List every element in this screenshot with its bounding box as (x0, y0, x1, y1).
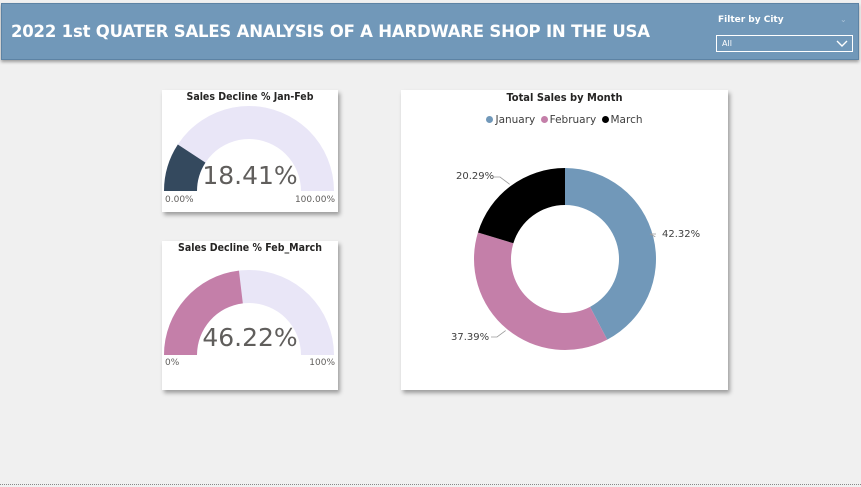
gauge-value-jan-feb: 18.41% (202, 161, 298, 190)
gauge-track (164, 106, 334, 191)
data-label-february: 37.39% (451, 332, 490, 343)
chart-legend: January February March (401, 114, 728, 126)
gauge-card-feb-mar[interactable]: Sales Decline % Feb_March 46.22% 0% 100% (162, 241, 338, 390)
gauge-title-feb-mar: Sales Decline % Feb_March (178, 242, 322, 254)
page-bottom-border (0, 484, 861, 485)
donut-slice-february[interactable] (474, 232, 608, 351)
data-label-march: 20.29% (456, 171, 495, 182)
donut-chart-card[interactable]: Total Sales by Month January February Ma… (401, 90, 728, 390)
leader-line-january (649, 233, 656, 238)
legend-item-february[interactable]: February (540, 114, 596, 126)
gauge-min-label: 0% (165, 358, 180, 368)
donut-slice-march[interactable] (477, 168, 565, 244)
gauge-max-label: 100.00% (294, 195, 335, 205)
city-filter-dropdown[interactable]: All (716, 35, 853, 52)
donut-slice-january[interactable] (565, 168, 656, 340)
data-label-january: 42.32% (662, 229, 701, 240)
gauge-fill (164, 270, 243, 355)
gauge-min-label: 0.00% (165, 195, 194, 205)
gauge-title-jan-feb: Sales Decline % Jan-Feb (186, 91, 314, 103)
leader-line-february (491, 330, 506, 338)
filter-label: Filter by City (718, 15, 784, 25)
gauge-max-label: 100% (309, 358, 335, 368)
legend-item-march[interactable]: March (601, 114, 643, 126)
report-header: 2022 1st QUATER SALES ANALYSIS OF A HARD… (1, 3, 859, 60)
gauge-feb-mar (164, 270, 334, 355)
city-filter-value: All (722, 39, 732, 48)
report-title: 2022 1st QUATER SALES ANALYSIS OF A HARD… (11, 22, 650, 41)
gauge-fill (164, 144, 206, 191)
gauge-card-jan-feb[interactable]: Sales Decline % Jan-Feb 18.41% 0.00% 100… (162, 90, 338, 212)
slicer-collapse-icon[interactable]: ⌄ (840, 15, 847, 24)
legend-dot (486, 116, 494, 123)
leader-line-march (494, 176, 510, 185)
gauge-value-feb-mar: 46.22% (202, 323, 298, 352)
legend-dot (601, 116, 609, 123)
donut-chart (474, 168, 656, 351)
chart-title: Total Sales by Month (506, 91, 623, 104)
chevron-down-icon[interactable] (836, 40, 848, 48)
legend-dot (540, 116, 548, 123)
legend-item-january[interactable]: January (486, 114, 535, 126)
gauge-jan-feb (164, 106, 334, 191)
